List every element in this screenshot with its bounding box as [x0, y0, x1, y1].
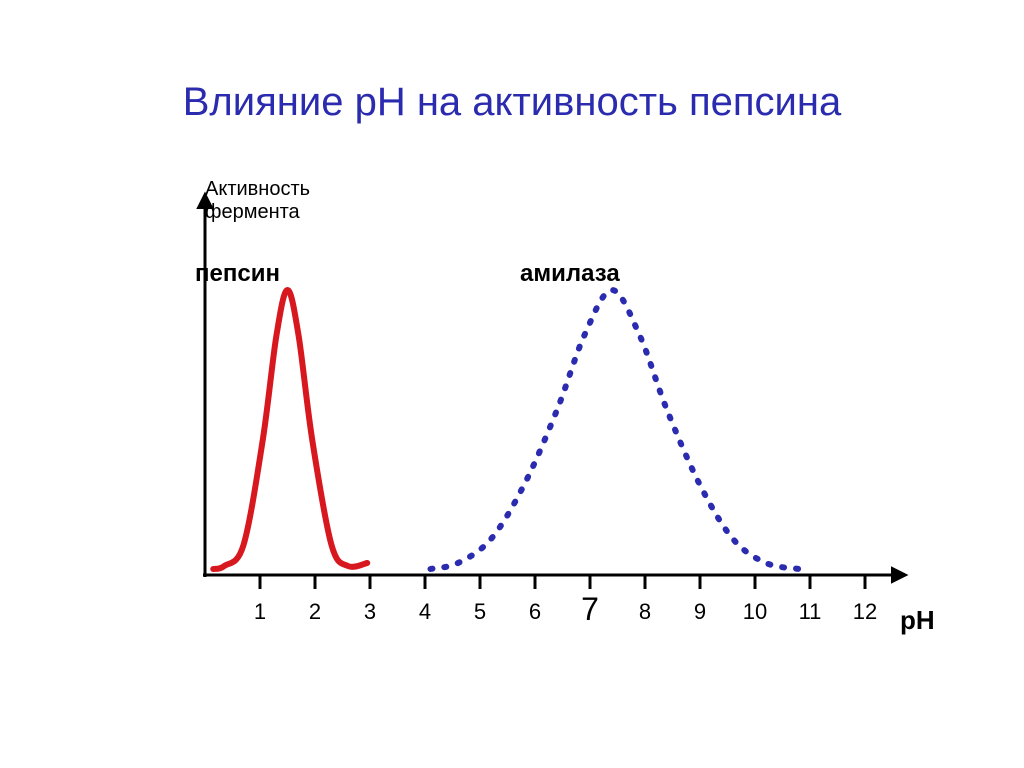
x-tick-12: 12: [845, 599, 885, 625]
chart-area: [185, 175, 925, 605]
x-tick-6: 6: [515, 599, 555, 625]
x-tick-1: 1: [240, 599, 280, 625]
slide-title: Влияние рН на активность пепсина: [0, 80, 1024, 125]
x-tick-3: 3: [350, 599, 390, 625]
series-amylase: [431, 290, 800, 569]
x-tick-11: 11: [790, 599, 830, 625]
x-tick-5: 5: [460, 599, 500, 625]
x-tick-4: 4: [405, 599, 445, 625]
chart-svg: [185, 175, 925, 605]
x-axis-label: рН: [900, 605, 935, 636]
x-tick-10: 10: [735, 599, 775, 625]
x-tick-7: 7: [570, 591, 610, 628]
series-pepsin: [213, 290, 367, 569]
x-tick-8: 8: [625, 599, 665, 625]
slide: Влияние рН на активность пепсина Активно…: [0, 0, 1024, 768]
x-tick-9: 9: [680, 599, 720, 625]
x-tick-2: 2: [295, 599, 335, 625]
